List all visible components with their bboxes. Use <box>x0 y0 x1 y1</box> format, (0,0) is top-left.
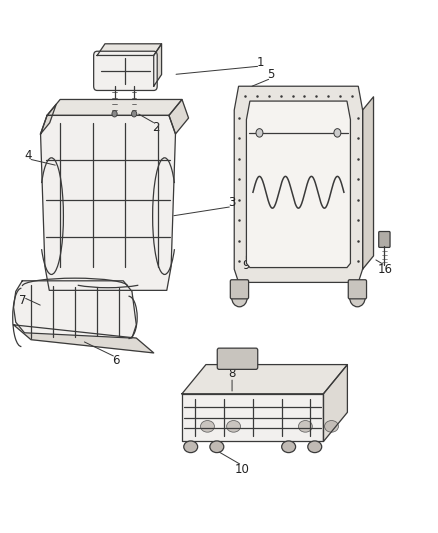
Text: 9: 9 <box>243 259 250 272</box>
Circle shape <box>256 128 263 137</box>
Text: 16: 16 <box>378 263 393 276</box>
Polygon shape <box>47 100 182 115</box>
Polygon shape <box>323 365 347 441</box>
Ellipse shape <box>226 421 240 432</box>
Ellipse shape <box>298 421 312 432</box>
Polygon shape <box>169 100 188 134</box>
Polygon shape <box>41 115 176 290</box>
FancyBboxPatch shape <box>230 280 249 299</box>
Ellipse shape <box>308 441 322 453</box>
Text: 4: 4 <box>25 149 32 161</box>
Ellipse shape <box>210 441 224 453</box>
Circle shape <box>131 111 137 117</box>
Polygon shape <box>363 97 374 269</box>
Ellipse shape <box>325 421 339 432</box>
Polygon shape <box>14 281 136 338</box>
FancyBboxPatch shape <box>379 231 390 247</box>
FancyBboxPatch shape <box>348 280 367 299</box>
Text: 3: 3 <box>228 196 236 209</box>
Circle shape <box>232 288 247 307</box>
Circle shape <box>112 111 117 117</box>
FancyBboxPatch shape <box>217 348 258 369</box>
FancyBboxPatch shape <box>94 51 157 91</box>
Polygon shape <box>247 101 350 268</box>
Text: 7: 7 <box>19 294 27 308</box>
Ellipse shape <box>184 441 198 453</box>
Ellipse shape <box>201 421 215 432</box>
Polygon shape <box>182 365 347 394</box>
Polygon shape <box>154 44 162 86</box>
Polygon shape <box>182 394 323 441</box>
Circle shape <box>334 128 341 137</box>
Text: 5: 5 <box>268 68 275 81</box>
Polygon shape <box>41 104 56 134</box>
Polygon shape <box>97 44 162 55</box>
Text: 6: 6 <box>112 354 120 367</box>
Ellipse shape <box>282 441 296 453</box>
Text: 10: 10 <box>235 463 250 475</box>
Text: 1: 1 <box>257 56 264 69</box>
Text: 8: 8 <box>228 367 236 380</box>
Circle shape <box>350 288 365 307</box>
Polygon shape <box>234 86 363 282</box>
Text: 2: 2 <box>152 121 159 134</box>
Polygon shape <box>14 325 154 353</box>
